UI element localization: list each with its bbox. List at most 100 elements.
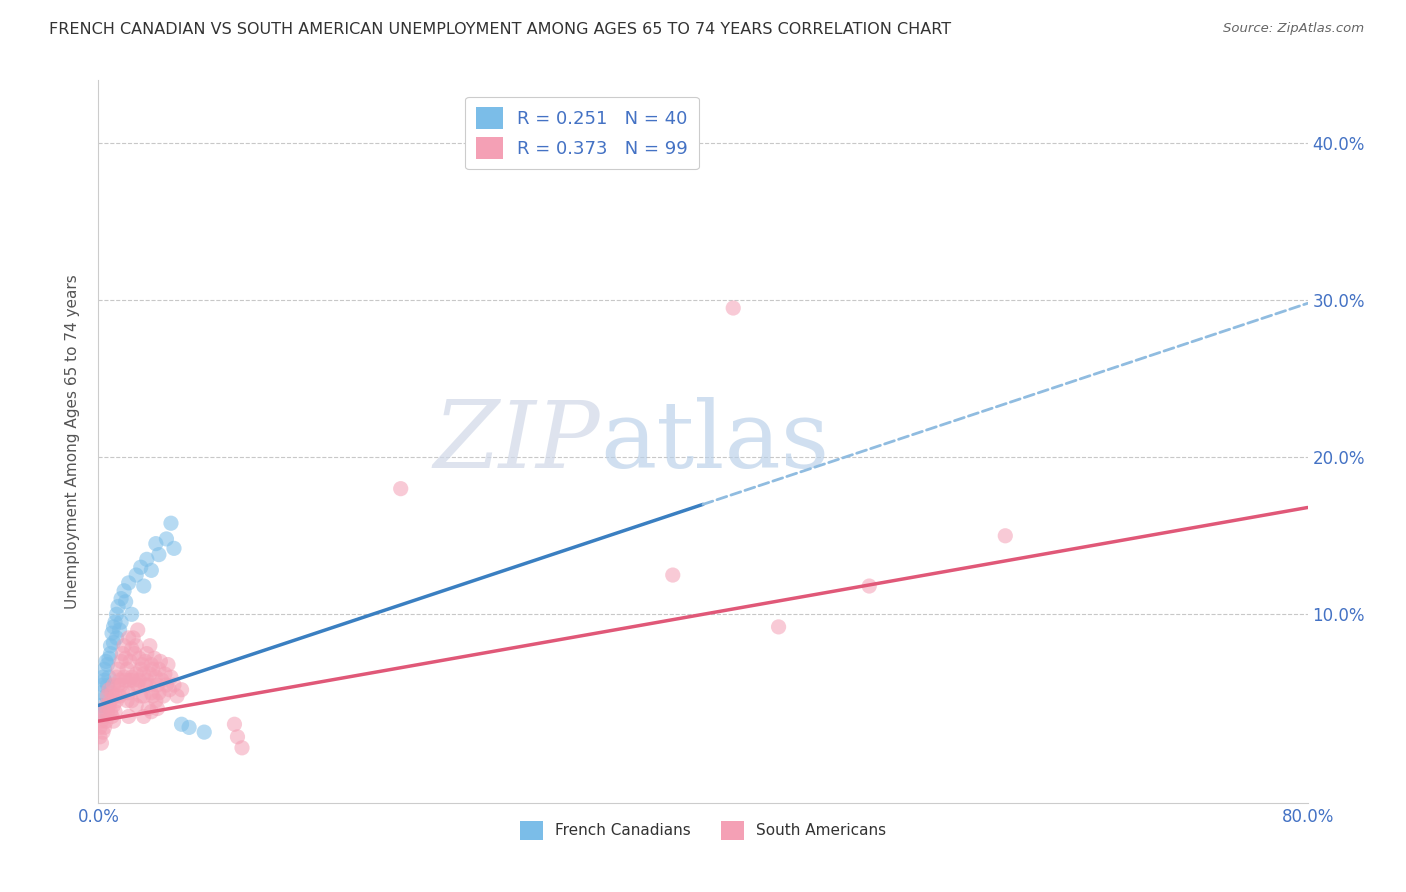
- Point: [166, 689, 188, 703]
- Point: [98, 651, 121, 665]
- Point: [96, 705, 118, 719]
- Point: [121, 694, 143, 708]
- Point: [111, 686, 134, 700]
- Point: [148, 548, 170, 562]
- Point: [128, 651, 150, 665]
- Point: [93, 673, 115, 688]
- Point: [149, 655, 172, 669]
- Point: [108, 623, 131, 637]
- Point: [994, 529, 1017, 543]
- Point: [90, 714, 112, 728]
- Point: [110, 591, 132, 606]
- Point: [118, 709, 141, 723]
- Point: [100, 639, 122, 653]
- Point: [100, 705, 122, 719]
- Point: [128, 673, 150, 688]
- Point: [127, 678, 149, 692]
- Point: [122, 631, 145, 645]
- Text: ZIP: ZIP: [433, 397, 600, 486]
- Point: [112, 583, 135, 598]
- Point: [96, 657, 118, 672]
- Point: [159, 682, 181, 697]
- Point: [131, 657, 153, 672]
- Point: [141, 705, 163, 719]
- Point: [89, 730, 111, 744]
- Point: [93, 720, 115, 734]
- Point: [121, 641, 143, 656]
- Point: [136, 701, 159, 715]
- Point: [112, 639, 135, 653]
- Point: [121, 670, 143, 684]
- Point: [125, 667, 148, 681]
- Point: [121, 607, 143, 622]
- Point: [114, 651, 136, 665]
- Point: [179, 720, 201, 734]
- Point: [104, 705, 127, 719]
- Point: [141, 563, 163, 577]
- Point: [145, 536, 167, 550]
- Point: [110, 655, 132, 669]
- Point: [155, 678, 177, 692]
- Point: [224, 717, 246, 731]
- Point: [111, 647, 134, 661]
- Point: [112, 670, 135, 684]
- Point: [125, 698, 148, 713]
- Point: [118, 686, 141, 700]
- Point: [132, 667, 155, 681]
- Point: [103, 714, 125, 728]
- Point: [105, 607, 128, 622]
- Point: [141, 686, 163, 700]
- Point: [146, 678, 169, 692]
- Point: [90, 698, 112, 713]
- Point: [226, 730, 249, 744]
- Point: [98, 698, 121, 713]
- Point: [103, 635, 125, 649]
- Y-axis label: Unemployment Among Ages 65 to 74 years: Unemployment Among Ages 65 to 74 years: [65, 274, 80, 609]
- Point: [146, 701, 169, 715]
- Point: [193, 725, 215, 739]
- Point: [93, 662, 115, 676]
- Point: [135, 673, 157, 688]
- Point: [170, 717, 193, 731]
- Point: [148, 686, 170, 700]
- Point: [153, 667, 176, 681]
- Point: [91, 725, 114, 739]
- Point: [145, 670, 167, 684]
- Point: [163, 541, 186, 556]
- Point: [132, 709, 155, 723]
- Point: [134, 678, 156, 692]
- Point: [114, 673, 136, 688]
- Point: [115, 694, 138, 708]
- Point: [89, 720, 111, 734]
- Point: [139, 667, 162, 681]
- Point: [114, 595, 136, 609]
- Point: [139, 639, 162, 653]
- Point: [124, 647, 146, 661]
- Point: [129, 689, 152, 703]
- Point: [170, 682, 193, 697]
- Point: [136, 678, 159, 692]
- Point: [160, 670, 183, 684]
- Point: [152, 689, 174, 703]
- Point: [100, 694, 122, 708]
- Text: FRENCH CANADIAN VS SOUTH AMERICAN UNEMPLOYMENT AMONG AGES 65 TO 74 YEARS CORRELA: FRENCH CANADIAN VS SOUTH AMERICAN UNEMPL…: [49, 22, 952, 37]
- Point: [120, 673, 142, 688]
- Point: [96, 689, 118, 703]
- Point: [91, 709, 114, 723]
- Point: [101, 686, 124, 700]
- Point: [94, 689, 117, 703]
- Point: [148, 662, 170, 676]
- Point: [858, 579, 880, 593]
- Point: [231, 740, 253, 755]
- Point: [160, 516, 183, 531]
- Point: [118, 631, 141, 645]
- Point: [465, 136, 488, 150]
- Point: [127, 623, 149, 637]
- Point: [94, 698, 117, 713]
- Point: [101, 709, 124, 723]
- Point: [122, 673, 145, 688]
- Text: Source: ZipAtlas.com: Source: ZipAtlas.com: [1223, 22, 1364, 36]
- Point: [108, 673, 131, 688]
- Point: [134, 655, 156, 669]
- Point: [103, 678, 125, 692]
